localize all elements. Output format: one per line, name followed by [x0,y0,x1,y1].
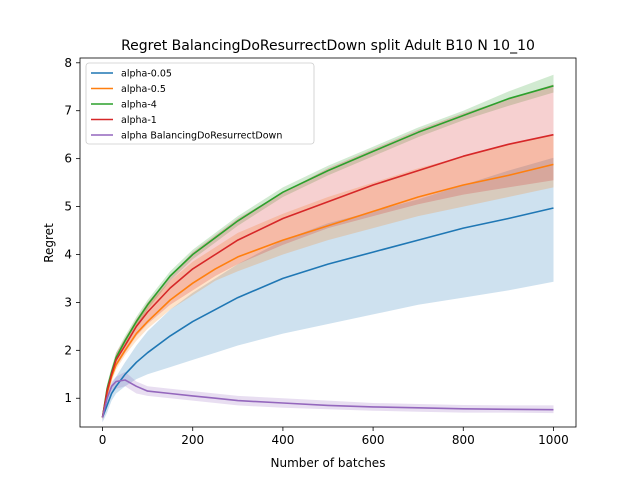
plot-area-frame [79,57,577,428]
y-tick-label-3: 4 [64,247,72,261]
line-series-1 [101,163,554,418]
series-lines [101,85,554,418]
y-tick-label-0: 1 [64,391,72,405]
y-axis-label: Regret [42,223,56,263]
x-tick-label-5: 1000 [538,433,569,447]
x-tick-label-0: 0 [99,433,107,447]
chart-title: Regret BalancingDoResurrectDown split Ad… [121,38,535,54]
y-tick-label-7: 8 [64,56,72,70]
y-axis-ticks: 1 2 3 4 5 6 7 8 [64,56,80,405]
legend-label-0: alpha-0.05 [121,69,172,80]
legend: alpha-0.05 alpha-0.5 alpha-4 alpha-1 alpha B… [85,62,315,145]
y-tick-label-2: 3 [64,295,72,309]
line-series-0 [101,207,554,418]
confidence-bands [102,74,554,423]
y-tick-label-4: 5 [64,200,72,214]
legend-box [85,62,315,145]
y-tick-label-5: 6 [64,152,72,166]
x-tick-label-4: 800 [452,433,475,447]
band-series-1 [102,134,554,420]
line-series-3 [101,133,554,418]
band-series-4 [102,371,554,423]
band-series-3 [102,84,554,420]
legend-label-4: alpha BalancingDoResurrectDown [121,131,282,142]
x-tick-label-2: 400 [271,433,294,447]
legend-label-1: alpha-0.5 [121,84,166,95]
line-series-4 [101,379,554,418]
y-tick-label-1: 2 [64,343,72,357]
x-tick-label-1: 200 [181,433,204,447]
legend-label-2: alpha-4 [121,100,157,111]
band-series-0 [102,157,554,423]
x-axis-ticks: 0 200 400 600 800 1000 [99,427,569,447]
y-tick-label-6: 7 [64,104,72,118]
legend-label-3: alpha-1 [121,115,157,126]
x-axis-label: Number of batches [271,456,386,470]
x-tick-label-3: 600 [362,433,385,447]
